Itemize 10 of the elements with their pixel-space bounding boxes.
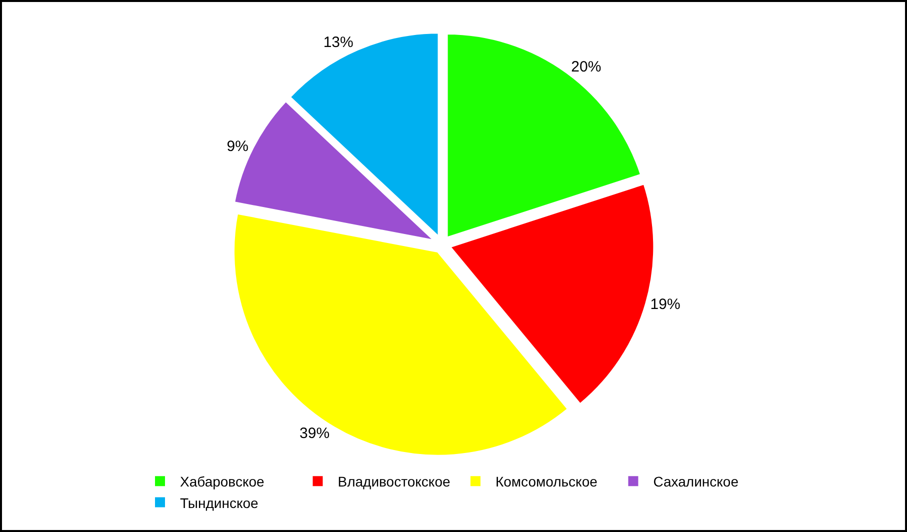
legend-label: Владивостокское (338, 474, 450, 490)
legend-label: Сахалинское (653, 474, 739, 490)
data-label: 39% (300, 425, 330, 442)
legend-label: Комсомольское (495, 474, 598, 490)
data-label: 19% (650, 296, 680, 313)
data-label: 13% (323, 34, 354, 51)
legend-label: Тындинское (180, 494, 259, 511)
legend-label: Хабаровское (180, 474, 265, 490)
data-label: 9% (226, 138, 248, 155)
data-label: 20% (571, 58, 602, 76)
